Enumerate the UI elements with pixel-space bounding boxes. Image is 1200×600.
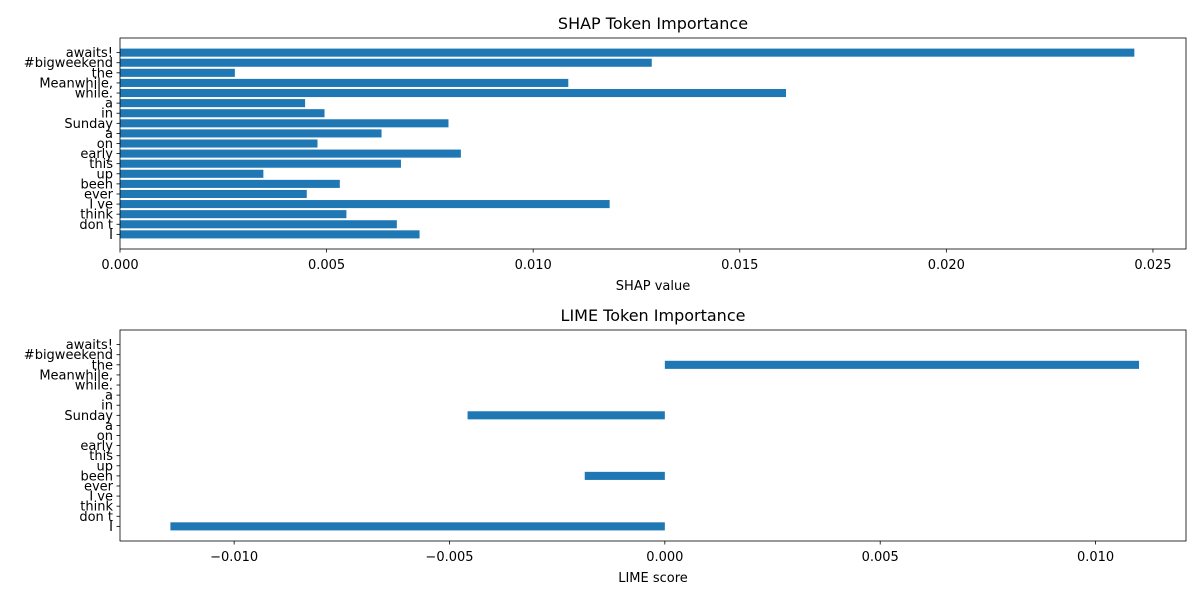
shap-bar-3 — [120, 200, 610, 209]
shap-ytick-label-0: I — [109, 228, 113, 243]
lime-ytick-label-3: I ve — [89, 490, 113, 505]
shap-bar-2 — [120, 210, 347, 219]
shap-xaxis-label: SHAP value — [616, 279, 690, 294]
lime-ytick-label-0: I — [109, 520, 113, 535]
shap-bar-13 — [120, 99, 306, 108]
shap-xtick-label-2: 0.010 — [515, 258, 552, 273]
shap-bar-1 — [120, 220, 397, 229]
shap-bar-10 — [120, 129, 382, 138]
lime-xtick-label-4: 0.010 — [1077, 550, 1114, 565]
shap-bar-0 — [120, 230, 420, 239]
lime-ytick-label-4: ever — [84, 479, 114, 494]
lime-ytick-label-14: while. — [75, 379, 113, 394]
shap-ytick-label-4: ever — [84, 187, 114, 202]
lime-bar-0 — [170, 522, 665, 531]
lime-bar-11 — [467, 411, 665, 420]
shap-xtick-label-1: 0.005 — [308, 258, 345, 273]
shap-bar-7 — [120, 159, 401, 168]
lime-ytick-label-18: awaits! — [66, 338, 113, 353]
shap-ytick-label-1: don t — [79, 218, 113, 233]
shap-xtick-label-0: 0.000 — [101, 258, 138, 273]
lime-ytick-label-17: #bigweekend — [24, 348, 113, 363]
lime-ytick-label-15: Meanwhile, — [39, 368, 113, 383]
shap-ytick-label-5: been — [81, 177, 114, 192]
lime-ytick-label-11: Sunday — [64, 409, 113, 424]
shap-ytick-label-17: #bigweekend — [24, 56, 113, 71]
lime-xtick-label-0: −0.010 — [210, 550, 258, 565]
shap-bar-14 — [120, 88, 787, 98]
lime-xtick-label-3: 0.005 — [862, 550, 899, 565]
lime-ytick-label-6: up — [97, 459, 114, 474]
lime-chart-title: LIME Token Importance — [561, 306, 746, 325]
lime-ytick-label-2: think — [80, 500, 113, 515]
shap-bar-18 — [120, 48, 1135, 57]
shap-xtick-label-4: 0.020 — [928, 258, 965, 273]
lime-ytick-label-7: this — [89, 449, 113, 464]
shap-xtick-label-5: 0.025 — [1134, 258, 1171, 273]
shap-ytick-label-14: while. — [75, 87, 113, 102]
shap-ytick-label-9: on — [97, 137, 113, 152]
lime-ytick-label-13: a — [105, 389, 113, 404]
lime-bar-5 — [584, 471, 665, 480]
lime-bar-16 — [664, 360, 1140, 369]
lime-ytick-label-5: been — [81, 469, 114, 484]
lime-xtick-label-2: 0.000 — [646, 550, 683, 565]
shap-xtick-label-3: 0.015 — [721, 258, 758, 273]
lime-ytick-label-1: don t — [79, 510, 113, 525]
shap-ytick-label-3: I ve — [89, 198, 113, 213]
shap-bar-4 — [120, 189, 307, 199]
lime-xtick-label-1: −0.005 — [425, 550, 473, 565]
shap-ytick-label-7: this — [89, 157, 113, 172]
shap-ytick-label-10: a — [105, 127, 113, 142]
lime-ytick-label-10: a — [105, 419, 113, 434]
shap-bar-15 — [120, 78, 569, 87]
lime-ytick-label-12: in — [101, 399, 113, 414]
shap-ytick-label-15: Meanwhile, — [39, 76, 113, 91]
shap-ytick-label-6: up — [97, 167, 114, 182]
shap-ytick-label-18: awaits! — [66, 46, 113, 61]
shap-ytick-label-8: early — [80, 147, 113, 162]
shap-ytick-label-2: think — [80, 208, 113, 223]
shap-bar-12 — [120, 109, 325, 118]
shap-chart-title: SHAP Token Importance — [558, 14, 748, 33]
shap-bar-9 — [120, 139, 318, 148]
shap-bar-8 — [120, 149, 461, 158]
lime-ytick-label-8: early — [80, 439, 113, 454]
shap-bar-11 — [120, 119, 449, 128]
shap-bar-5 — [120, 179, 340, 188]
shap-bar-17 — [120, 58, 652, 67]
lime-ytick-label-9: on — [97, 429, 113, 444]
lime-xaxis-label: LIME score — [618, 571, 688, 586]
shap-ytick-label-16: the — [92, 66, 113, 81]
shap-bar-6 — [120, 169, 264, 178]
shap-ytick-label-13: a — [105, 97, 113, 112]
shap-bar-16 — [120, 68, 235, 77]
shap-ytick-label-12: in — [101, 107, 113, 122]
shap-ytick-label-11: Sunday — [64, 117, 113, 132]
lime-ytick-label-16: the — [92, 358, 113, 373]
